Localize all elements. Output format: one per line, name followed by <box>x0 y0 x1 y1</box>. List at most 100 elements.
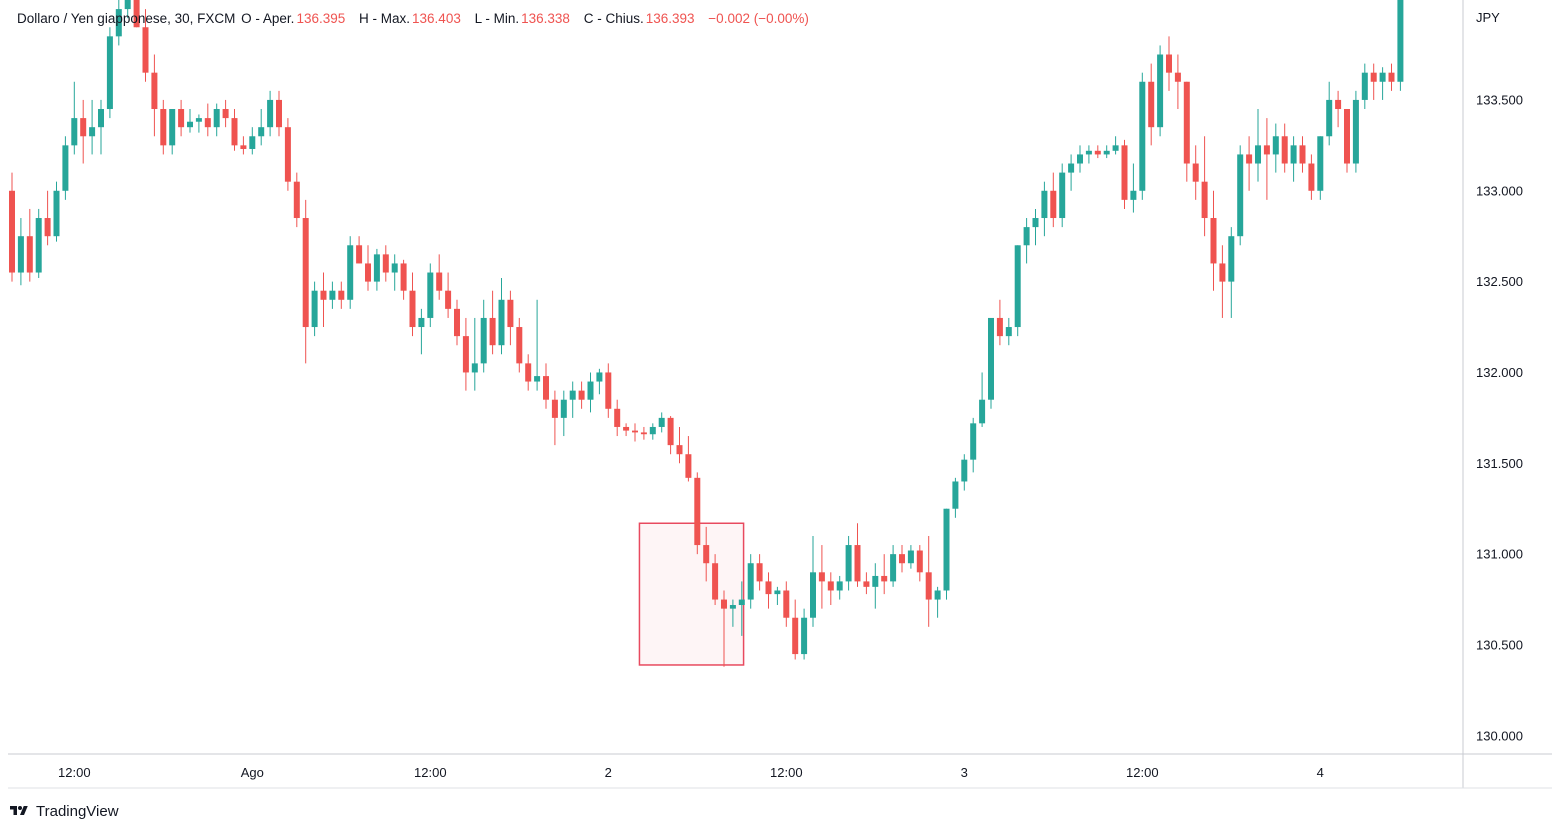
candle[interactable] <box>970 417 977 473</box>
candle[interactable] <box>462 317 469 391</box>
candle[interactable] <box>1192 145 1199 200</box>
candle[interactable] <box>445 272 452 318</box>
candle[interactable] <box>80 99 87 164</box>
candle[interactable] <box>1361 63 1368 110</box>
candle[interactable] <box>115 0 122 46</box>
candle[interactable] <box>1228 227 1235 318</box>
candle[interactable] <box>284 118 291 191</box>
candle[interactable] <box>124 0 131 19</box>
candle[interactable] <box>133 0 140 28</box>
candle[interactable] <box>1263 118 1270 200</box>
candle[interactable] <box>1157 45 1164 137</box>
candle[interactable] <box>1379 67 1386 100</box>
candle[interactable] <box>827 572 834 606</box>
candle[interactable] <box>516 317 523 373</box>
candle[interactable] <box>258 109 265 146</box>
candle[interactable] <box>1299 136 1306 173</box>
candle[interactable] <box>1317 136 1324 200</box>
candle[interactable] <box>1281 123 1288 173</box>
candle[interactable] <box>1201 136 1208 237</box>
candle[interactable] <box>1326 81 1333 146</box>
candle[interactable] <box>925 535 932 627</box>
candle[interactable] <box>365 245 371 291</box>
candle[interactable] <box>712 554 719 606</box>
candle[interactable] <box>872 563 879 609</box>
candle[interactable] <box>694 472 701 555</box>
candle[interactable] <box>17 218 24 286</box>
candle[interactable] <box>382 245 389 282</box>
candle[interactable] <box>845 535 852 591</box>
candle[interactable] <box>400 259 407 300</box>
candle[interactable] <box>738 581 745 636</box>
candle[interactable] <box>543 363 549 409</box>
candle[interactable] <box>187 109 193 133</box>
candle[interactable] <box>765 572 772 609</box>
candle[interactable] <box>1166 36 1172 91</box>
candle[interactable] <box>1032 208 1039 246</box>
candle[interactable] <box>649 423 656 440</box>
candle[interactable] <box>373 248 380 291</box>
candle[interactable] <box>1014 245 1021 337</box>
candle[interactable] <box>747 554 754 609</box>
candle[interactable] <box>1335 90 1342 128</box>
candle[interactable] <box>35 208 42 278</box>
candle[interactable] <box>1344 109 1350 173</box>
candle[interactable] <box>240 136 247 155</box>
candle[interactable] <box>347 236 354 309</box>
candle[interactable] <box>836 575 843 600</box>
candle[interactable] <box>1077 145 1083 173</box>
candle[interactable] <box>436 254 443 300</box>
candle[interactable] <box>863 572 870 595</box>
candle[interactable] <box>623 423 630 437</box>
candle[interactable] <box>1388 63 1395 91</box>
candle[interactable] <box>534 299 541 391</box>
candle[interactable] <box>961 454 968 491</box>
candle[interactable] <box>1094 145 1101 159</box>
candle[interactable] <box>934 586 941 618</box>
candle[interactable] <box>792 599 799 660</box>
candle[interactable] <box>311 281 318 337</box>
candle[interactable] <box>801 608 808 660</box>
candle[interactable] <box>276 90 282 137</box>
candle[interactable] <box>810 535 816 627</box>
candle[interactable] <box>551 390 558 446</box>
candle[interactable] <box>774 586 781 606</box>
candle[interactable] <box>1023 218 1030 264</box>
candle[interactable] <box>151 54 158 137</box>
candle[interactable] <box>1174 54 1181 110</box>
candle[interactable] <box>605 363 612 418</box>
candle[interactable] <box>1183 81 1190 182</box>
candle[interactable] <box>391 254 398 291</box>
candle[interactable] <box>676 426 683 464</box>
candle[interactable] <box>1210 190 1217 291</box>
candle[interactable] <box>729 599 736 627</box>
candle[interactable] <box>881 554 888 595</box>
candle[interactable] <box>1272 123 1279 173</box>
candle[interactable] <box>338 281 345 309</box>
candle[interactable] <box>525 354 532 391</box>
candle[interactable] <box>498 277 505 355</box>
candle[interactable] <box>231 109 238 151</box>
candle[interactable] <box>818 545 825 609</box>
candle[interactable] <box>249 127 256 155</box>
candle[interactable] <box>1059 163 1066 228</box>
candle[interactable] <box>178 99 185 137</box>
candle[interactable] <box>1246 136 1253 191</box>
candle[interactable] <box>142 9 149 82</box>
candle[interactable] <box>213 103 220 137</box>
candle[interactable] <box>1139 72 1146 200</box>
candle[interactable] <box>1041 181 1048 237</box>
candle[interactable] <box>489 290 496 355</box>
candle[interactable] <box>578 381 585 409</box>
candle[interactable] <box>356 236 363 264</box>
candle[interactable] <box>1068 154 1075 191</box>
candle[interactable] <box>427 263 434 328</box>
candle[interactable] <box>658 412 665 433</box>
candle[interactable] <box>907 545 914 569</box>
candle[interactable] <box>640 426 647 440</box>
candle[interactable] <box>169 109 176 155</box>
candle[interactable] <box>1370 63 1377 100</box>
candle[interactable] <box>783 581 790 627</box>
candle[interactable] <box>507 290 514 346</box>
